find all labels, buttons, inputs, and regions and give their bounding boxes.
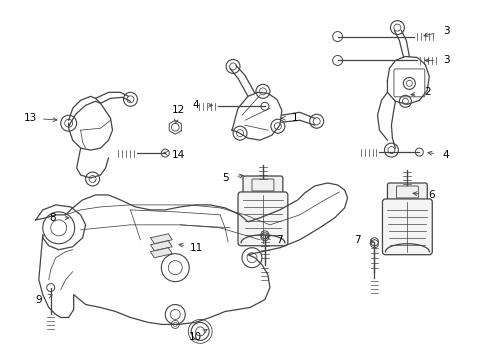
Text: 13: 13 bbox=[24, 113, 37, 123]
Text: 14: 14 bbox=[172, 150, 185, 160]
Text: 1: 1 bbox=[292, 113, 298, 123]
Text: 12: 12 bbox=[172, 105, 185, 115]
Text: 6: 6 bbox=[428, 190, 435, 200]
Polygon shape bbox=[150, 241, 172, 251]
Text: 3: 3 bbox=[443, 26, 449, 36]
FancyBboxPatch shape bbox=[243, 176, 283, 194]
Text: 7: 7 bbox=[354, 235, 361, 245]
Text: 8: 8 bbox=[49, 213, 56, 223]
Text: 11: 11 bbox=[190, 243, 203, 253]
Text: 5: 5 bbox=[222, 173, 228, 183]
Text: 4: 4 bbox=[443, 150, 449, 160]
Text: 10: 10 bbox=[189, 332, 202, 342]
Text: 4: 4 bbox=[193, 100, 199, 110]
Text: 7: 7 bbox=[276, 235, 283, 245]
Polygon shape bbox=[150, 248, 172, 258]
Text: 2: 2 bbox=[424, 87, 431, 97]
FancyBboxPatch shape bbox=[383, 199, 432, 255]
FancyBboxPatch shape bbox=[388, 183, 427, 201]
Polygon shape bbox=[150, 234, 172, 244]
Text: 9: 9 bbox=[35, 294, 42, 305]
Text: 3: 3 bbox=[443, 55, 449, 66]
FancyBboxPatch shape bbox=[238, 192, 288, 246]
